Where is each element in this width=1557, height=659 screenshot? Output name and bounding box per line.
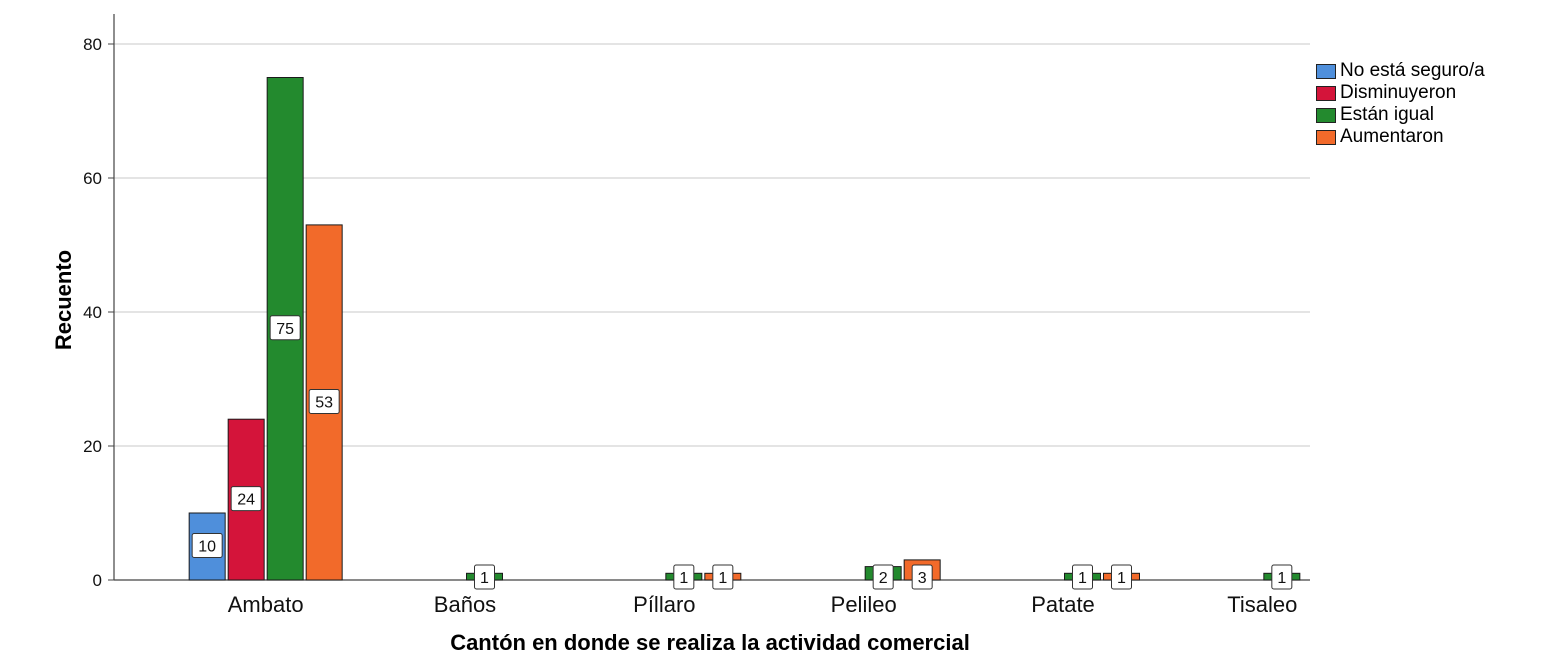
data-label: 2 xyxy=(879,570,888,587)
legend-item: Están igual xyxy=(1316,104,1485,126)
legend-item: Aumentaron xyxy=(1316,126,1485,148)
legend-swatch xyxy=(1316,107,1336,123)
legend-label: No está seguro/a xyxy=(1340,60,1485,81)
data-label-box xyxy=(1271,564,1293,590)
legend-item: Disminuyeron xyxy=(1316,82,1485,104)
tick-labels: 0 20 40 60 80 Ambato Baños Píllaro Pelileo Patate… xyxy=(83,35,1297,617)
y-tick-label: 80 xyxy=(83,35,102,54)
data-label-box xyxy=(230,486,262,512)
legend-label: Están igual xyxy=(1340,104,1435,125)
data-label-box xyxy=(191,533,223,558)
data-label-box xyxy=(269,315,301,341)
x-tick-label: Pelileo xyxy=(831,592,897,617)
data-label: 1 xyxy=(1277,570,1286,587)
legend-swatch xyxy=(1316,85,1336,101)
x-tick-label: Ambato xyxy=(228,592,304,617)
data-label: 1 xyxy=(718,570,727,587)
x-tick-label: Tisaleo xyxy=(1227,592,1297,617)
y-axis-label: Recuento xyxy=(51,249,77,351)
data-label: 1 xyxy=(480,570,489,587)
data-label: 53 xyxy=(315,394,333,411)
data-label: 3 xyxy=(918,570,927,587)
data-label: 10 xyxy=(198,539,216,556)
legend-label: Aumentaron xyxy=(1340,126,1444,147)
x-tick-label: Baños xyxy=(434,592,496,617)
data-labels: 10 24 75 53 1 1 1 2 3 1 1 1 xyxy=(191,315,1293,590)
legend-label: Disminuyeron xyxy=(1340,82,1457,103)
data-label-box xyxy=(872,564,894,590)
data-label-box xyxy=(911,564,933,590)
data-label-box xyxy=(712,564,734,590)
y-tick-label: 0 xyxy=(93,571,102,590)
data-label-box xyxy=(1072,564,1093,590)
y-tick-label: 20 xyxy=(83,437,102,456)
legend-swatch xyxy=(1316,129,1336,145)
data-label-box xyxy=(673,564,695,590)
data-label-box xyxy=(308,388,340,414)
y-tick-label: 40 xyxy=(83,303,102,322)
data-label: 24 xyxy=(237,492,255,509)
y-tick-label: 60 xyxy=(83,169,102,188)
x-tick-label: Patate xyxy=(1031,592,1095,617)
data-label: 1 xyxy=(679,570,688,587)
data-label-box xyxy=(1111,564,1132,590)
x-tick-label: Píllaro xyxy=(633,592,695,617)
data-label-box xyxy=(474,564,495,590)
data-label: 75 xyxy=(276,321,294,338)
data-label: 1 xyxy=(1078,570,1087,587)
legend-swatch xyxy=(1316,63,1336,79)
bars xyxy=(188,77,1301,581)
legend: No está seguro/a Disminuyeron Están igua… xyxy=(1316,60,1485,148)
x-axis-label: Cantón en donde se realiza la actividad … xyxy=(450,630,970,655)
legend-item: No está seguro/a xyxy=(1316,60,1485,82)
data-label: 1 xyxy=(1117,570,1126,587)
